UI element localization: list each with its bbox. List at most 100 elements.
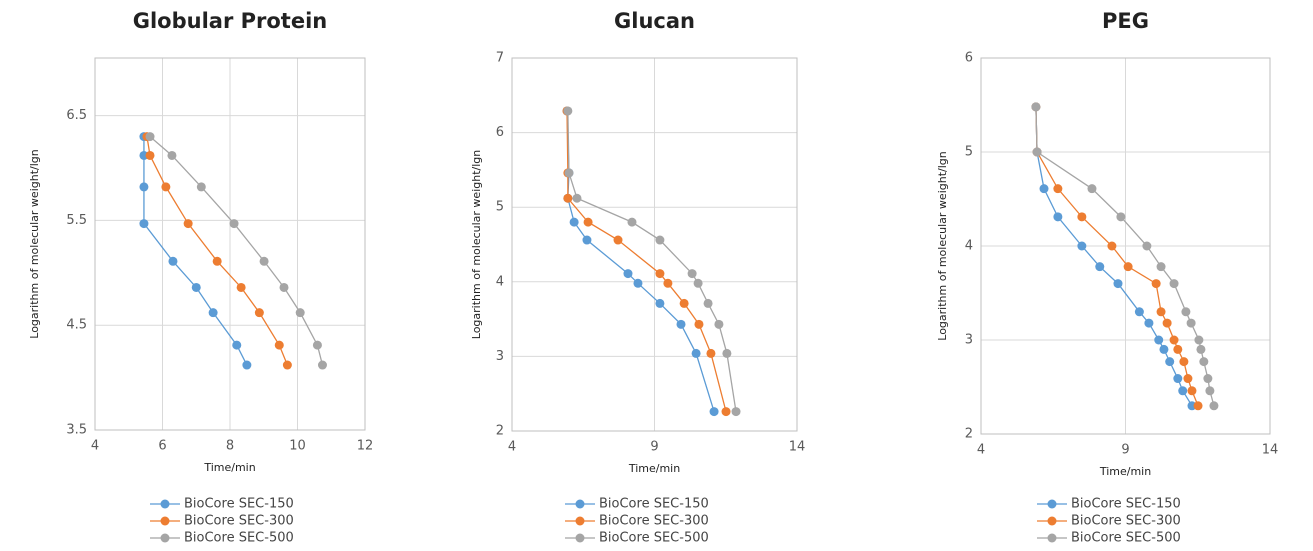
data-point: [1031, 102, 1041, 112]
x-axis-label: Time/min: [628, 462, 680, 475]
data-point: [722, 348, 732, 358]
data-point: [1178, 386, 1188, 396]
data-point: [714, 319, 724, 329]
data-point: [168, 256, 178, 266]
series-line: [566, 110, 727, 412]
y-tick-label: 3: [496, 349, 504, 364]
data-point: [259, 256, 269, 266]
data-point: [1179, 357, 1189, 367]
data-point: [1053, 184, 1063, 194]
series-line: [143, 136, 248, 366]
data-point: [1156, 262, 1166, 272]
data-point: [282, 360, 292, 370]
data-point: [1144, 318, 1154, 328]
data-point: [1113, 279, 1123, 289]
y-tick-label: 7: [496, 51, 504, 66]
legend-label: BioCore SEC-150: [599, 497, 709, 512]
legend-marker: [160, 516, 170, 526]
data-point: [1181, 307, 1191, 317]
data-point: [236, 282, 246, 292]
plot-border: [94, 57, 366, 431]
data-point: [1183, 374, 1193, 384]
x-tick-label: 9: [650, 440, 658, 455]
y-tick-label: 5.5: [66, 213, 87, 228]
data-point: [145, 132, 155, 142]
data-point: [254, 308, 264, 318]
data-point: [1186, 318, 1196, 328]
data-point: [1194, 335, 1204, 345]
data-point: [1156, 307, 1166, 317]
data-point: [212, 256, 222, 266]
data-point: [572, 193, 582, 203]
data-point: [563, 193, 573, 203]
data-point: [1203, 374, 1213, 384]
series-line: [146, 136, 288, 366]
data-point: [312, 340, 322, 350]
data-point: [687, 269, 697, 279]
data-point: [731, 407, 741, 417]
data-point: [161, 182, 171, 192]
data-point: [703, 298, 713, 308]
data-point: [623, 269, 633, 279]
x-tick-label: 4: [91, 439, 99, 454]
legend-marker: [160, 499, 170, 509]
legend-marker: [575, 516, 585, 526]
data-point: [1169, 279, 1179, 289]
data-point: [1039, 184, 1049, 194]
series-line: [567, 110, 737, 412]
data-point: [1187, 386, 1197, 396]
legend-marker: [575, 533, 585, 543]
data-point: [1205, 386, 1215, 396]
data-point: [1077, 212, 1087, 222]
data-point: [569, 217, 579, 227]
x-axis-label: Time/min: [1099, 465, 1151, 478]
legend-label: BioCore SEC-500: [599, 531, 709, 546]
legend-marker: [1047, 516, 1057, 526]
y-tick-label: 2: [965, 427, 973, 442]
data-point: [655, 235, 665, 245]
legend-label: BioCore SEC-150: [184, 497, 294, 512]
legend-label: BioCore SEC-500: [1071, 531, 1181, 546]
y-tick-label: 6: [965, 51, 973, 66]
data-point: [229, 219, 239, 229]
data-point: [1162, 318, 1172, 328]
y-tick-label: 4.5: [66, 318, 87, 333]
x-tick-label: 14: [789, 440, 806, 455]
legend-marker: [1047, 533, 1057, 543]
y-tick-label: 6: [496, 125, 504, 140]
y-tick-label: 6.5: [66, 108, 87, 123]
data-point: [1193, 401, 1203, 411]
y-tick-label: 4: [965, 239, 973, 254]
data-point: [1151, 279, 1161, 289]
legend-marker: [160, 533, 170, 543]
y-tick-label: 4: [496, 274, 504, 289]
legend-label: BioCore SEC-300: [184, 514, 294, 529]
data-point: [706, 348, 716, 358]
data-point: [295, 308, 305, 318]
data-point: [1032, 147, 1042, 157]
data-point: [1196, 344, 1206, 354]
chart-title: Globular Protein: [133, 9, 328, 33]
data-point: [694, 319, 704, 329]
data-point: [232, 340, 242, 350]
x-tick-label: 9: [1121, 443, 1129, 458]
data-point: [1087, 184, 1097, 194]
plot-border: [980, 57, 1271, 435]
series-line: [149, 136, 324, 366]
data-point: [676, 319, 686, 329]
y-tick-label: 5: [965, 145, 973, 160]
data-point: [1154, 335, 1164, 345]
data-point: [709, 407, 719, 417]
data-point: [679, 298, 689, 308]
data-point: [691, 348, 701, 358]
y-tick-label: 3.5: [66, 423, 87, 438]
data-point: [279, 282, 289, 292]
data-point: [1209, 401, 1219, 411]
data-point: [1142, 241, 1152, 251]
data-point: [145, 150, 155, 160]
data-point: [274, 340, 284, 350]
data-point: [167, 150, 177, 160]
data-point: [1053, 212, 1063, 222]
